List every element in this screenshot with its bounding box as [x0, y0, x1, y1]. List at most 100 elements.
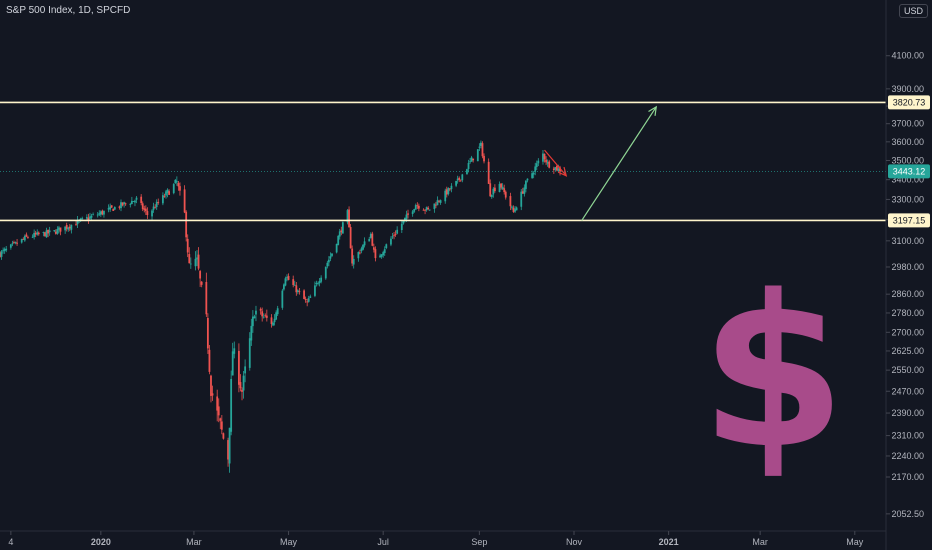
candle-body	[368, 238, 371, 242]
candle-body	[231, 351, 234, 376]
candle-body	[424, 209, 426, 211]
drawing-annotations[interactable]	[544, 105, 657, 221]
candle-body	[206, 317, 209, 349]
candle-body	[487, 161, 490, 184]
candle-body	[335, 243, 338, 253]
candle-body	[25, 234, 28, 237]
candle-body	[255, 310, 257, 315]
candle-body	[525, 180, 527, 189]
candle-body	[414, 205, 417, 210]
candle-body	[0, 251, 3, 257]
candle-body	[371, 233, 374, 246]
candle-body	[404, 217, 406, 221]
candle-body	[307, 298, 310, 302]
candle-body	[48, 230, 51, 233]
candle-body	[264, 315, 267, 317]
candle-body	[425, 207, 428, 211]
candle-body	[391, 236, 394, 238]
candle-body	[331, 253, 333, 256]
level-price-tag-label: 3197.15	[893, 215, 926, 225]
candle-body	[79, 218, 82, 221]
candle-body	[272, 322, 274, 326]
candle-body	[520, 191, 523, 207]
horizontal-lines[interactable]	[0, 101, 886, 222]
price-tick-label: 3500.00	[891, 155, 924, 165]
candle-body	[121, 202, 124, 206]
candle-body	[340, 230, 343, 233]
candle-body	[16, 242, 18, 244]
candle-body	[472, 158, 475, 161]
candle-body	[317, 283, 319, 285]
candle-body	[99, 211, 102, 215]
candle-body	[542, 153, 544, 162]
candle-body	[68, 226, 71, 229]
candle-body	[338, 231, 341, 237]
candle-body	[318, 281, 321, 284]
candle-body	[89, 216, 91, 219]
time-tick-label: 4	[8, 537, 13, 547]
candle-body	[250, 325, 253, 341]
candle-body	[455, 180, 457, 186]
candle-body	[196, 257, 198, 260]
candle-body	[405, 214, 408, 220]
candlestick-series	[0, 140, 566, 473]
candle-body	[363, 241, 366, 246]
candle-body	[31, 236, 34, 238]
candle-body	[197, 254, 200, 269]
price-tick-label: 3900.00	[891, 84, 924, 94]
candle-body	[166, 189, 169, 193]
candle-body	[14, 242, 17, 244]
candle-body	[228, 427, 231, 464]
candle-body	[557, 168, 560, 172]
candle-body	[98, 213, 101, 215]
candle-body	[154, 207, 157, 209]
candle-body	[467, 163, 470, 169]
candle-body	[199, 271, 202, 279]
candle-body	[362, 244, 364, 250]
price-tick-label: 2700.00	[891, 327, 924, 337]
candle-body	[360, 248, 363, 252]
candle-body	[461, 174, 464, 181]
candle-body	[501, 186, 504, 190]
time-tick-label: May	[280, 537, 298, 547]
price-tick-label: 2310.00	[891, 431, 924, 441]
candle-body	[470, 157, 473, 162]
arrow-down-annotation[interactable]	[544, 149, 568, 177]
candle-body	[416, 205, 419, 207]
candle-body	[509, 196, 512, 207]
candle-body	[208, 349, 211, 372]
candle-body	[175, 181, 178, 183]
candle-body	[67, 227, 70, 230]
price-tick-label: 2470.00	[891, 386, 924, 396]
candle-body	[422, 209, 425, 211]
price-tick-label: 3700.00	[891, 119, 924, 129]
price-tick-label: 2390.00	[891, 408, 924, 418]
price-axis[interactable]: 4100.00 3900.00 3700.00 3600.00 3500.00 3400.…	[886, 51, 924, 519]
candle-body	[9, 244, 12, 248]
time-tick-label: Jul	[377, 537, 389, 547]
time-tick-label: Mar	[186, 537, 202, 547]
time-tick-label: 2020	[91, 537, 111, 547]
candle-body	[385, 244, 388, 249]
candle-body	[439, 200, 442, 203]
price-tick-label: 2625.00	[891, 346, 924, 356]
time-axis[interactable]: 4 2020 Mar May Jul Sep Nov 2021 Mar May	[8, 531, 864, 547]
candle-body	[161, 195, 164, 204]
candle-body	[56, 228, 59, 234]
arrow-up-annotation[interactable]	[581, 105, 657, 221]
price-tick-label: 3600.00	[891, 137, 924, 147]
candle-body	[448, 188, 451, 190]
candle-body	[428, 209, 431, 211]
level-price-tag	[888, 95, 930, 110]
price-tick-label: 2980.00	[891, 262, 924, 272]
price-tick-label: 3400.00	[891, 175, 924, 185]
dollar-sign-icon: $	[700, 250, 847, 495]
time-tick-label: Nov	[566, 537, 583, 547]
currency-button[interactable]: USD	[899, 4, 929, 18]
candle-body	[118, 206, 121, 208]
candle-body	[124, 203, 127, 205]
candle-body	[552, 168, 555, 171]
candle-body	[45, 230, 48, 238]
